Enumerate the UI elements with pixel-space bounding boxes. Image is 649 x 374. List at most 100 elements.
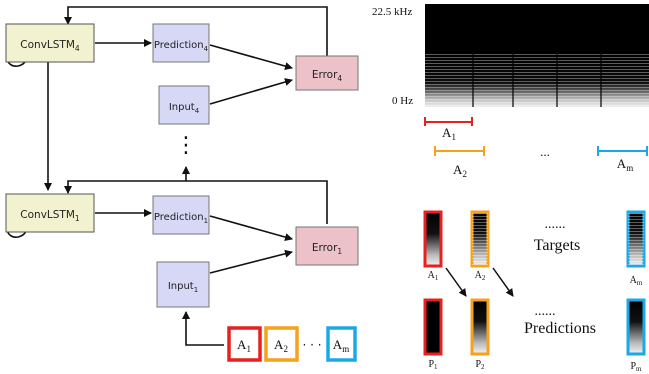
prediction4-subscript: 4	[204, 45, 209, 53]
predictions-label: Predictions	[524, 320, 596, 337]
convlstm1-label: ConvLSTM	[20, 209, 75, 221]
convlstm4-node: ConvLSTM4	[5, 23, 95, 63]
spectrogram-image	[425, 4, 649, 107]
input1-node: Input1	[156, 261, 210, 308]
window-am-bracket	[597, 146, 648, 156]
svg-text:Input1: Input1	[168, 281, 198, 294]
sequence-ellipsis: · · ·	[302, 338, 321, 352]
input1-label: Input	[168, 281, 194, 292]
prediction-p2: P2	[470, 298, 490, 371]
freq-max-label: 22.5 kHz	[372, 6, 412, 18]
feedback-error4-to-convlstm4	[64, 6, 328, 56]
window-a1-label: A	[442, 125, 452, 140]
svg-text:Am: Am	[630, 275, 643, 287]
target-am-label: A	[630, 275, 638, 286]
sequence-a2-subscript: 2	[283, 344, 288, 354]
sequence-a2-label: A	[274, 337, 284, 352]
svg-text:Error1: Error1	[312, 242, 343, 256]
svg-text:P1: P1	[428, 359, 438, 371]
svg-text:Error4: Error4	[312, 69, 343, 83]
target-a2-label: A	[475, 270, 483, 281]
window-am: Am	[597, 146, 648, 173]
input4-subscript: 4	[195, 107, 200, 115]
targets-predictions-panel: A1 A2 Am ...... Targets P1 P2 Pm ...... …	[423, 210, 646, 373]
sequence-box-am	[326, 326, 357, 362]
arrow-a2-to-next	[492, 267, 514, 297]
window-ellipsis: ...	[540, 144, 550, 159]
prediction1-label: Prediction	[154, 212, 204, 223]
window-a2-label: A	[453, 162, 463, 177]
prediction-p1-label: P	[428, 359, 434, 370]
window-am-label: A	[617, 156, 627, 171]
svg-text:Am: Am	[617, 156, 633, 173]
target-am-subscript: m	[637, 279, 643, 287]
input-sequence: A1 A2 · · · Am	[227, 326, 357, 362]
sequence-a1-label: A	[237, 337, 247, 352]
error1-subscript: 1	[337, 247, 342, 256]
svg-text:A2: A2	[274, 337, 288, 354]
error4-subscript: 4	[337, 74, 342, 83]
prediction1-subscript: 1	[204, 217, 208, 225]
sequence-am-subscript: m	[342, 344, 349, 354]
svg-text:P2: P2	[475, 359, 485, 371]
prediction-p2-label: P	[475, 359, 481, 370]
window-a2-bracket	[434, 146, 485, 156]
convlstm1-subscript: 1	[75, 214, 80, 223]
sequence-a1-subscript: 1	[246, 344, 251, 354]
arrow-a1-to-p2	[445, 267, 467, 297]
input4-node: Input4	[158, 85, 210, 125]
prediction1-node: Prediction1	[152, 195, 210, 235]
targets-label: Targets	[534, 237, 581, 254]
spectrogram-panel: 22.5 kHz 0 Hz A1 A2 ... Am	[372, 4, 649, 179]
svg-text:A1: A1	[442, 125, 456, 142]
error4-node: Error4	[295, 55, 359, 91]
error4-label: Error	[312, 69, 338, 81]
freq-min-label: 0 Hz	[392, 95, 413, 107]
window-a2-subscript: 2	[462, 169, 467, 179]
svg-text:Am: Am	[333, 337, 349, 354]
prediction-p1: P1	[423, 298, 443, 371]
prediction-pm-label: P	[630, 361, 636, 372]
target-a2: A2	[470, 210, 490, 282]
prediction-pm: Pm	[626, 298, 646, 373]
convlstm4-subscript: 4	[75, 44, 80, 53]
error1-node: Error1	[295, 226, 359, 266]
window-a2: A2	[434, 146, 485, 179]
window-am-subscript: m	[626, 163, 633, 173]
input1-subscript: 1	[194, 286, 198, 294]
prediction-pm-subscript: m	[636, 365, 642, 373]
vertical-ellipsis: ⋮	[175, 133, 197, 158]
convlstm4-label: ConvLSTM	[20, 39, 75, 51]
target-a2-subscript: 2	[482, 274, 486, 282]
network-architecture: ⋮ ConvLSTM4 Prediction4 Input4 Error4 Co…	[5, 6, 359, 362]
arrow-prediction4-to-error4	[209, 44, 293, 70]
window-a1: A1	[424, 117, 473, 142]
feedback-error1-to-convlstm1	[64, 180, 328, 224]
svg-text:Prediction1: Prediction1	[154, 212, 208, 225]
svg-text:A1: A1	[237, 337, 251, 354]
svg-text:Pm: Pm	[630, 361, 642, 373]
window-a1-subscript: 1	[451, 132, 456, 142]
arrow-input4-to-error4	[209, 78, 293, 105]
svg-text:A2: A2	[475, 270, 486, 282]
svg-text:A1: A1	[428, 270, 439, 282]
prediction4-node: Prediction4	[152, 23, 210, 63]
targets-dots: ......	[545, 217, 566, 232]
target-a1-subscript: 1	[435, 274, 439, 282]
svg-text:Input4: Input4	[169, 102, 200, 115]
convlstm1-node: ConvLSTM1	[5, 193, 95, 233]
sequence-box-a1	[227, 326, 262, 362]
sequence-box-a2	[264, 326, 299, 362]
svg-text:ConvLSTM1: ConvLSTM1	[20, 209, 80, 223]
svg-text:Prediction4: Prediction4	[154, 40, 209, 53]
arrow-input1-to-error1	[209, 249, 293, 274]
prediction-p2-subscript: 2	[481, 363, 485, 371]
error1-label: Error	[312, 242, 338, 254]
arrow-sequence-to-input1	[182, 311, 224, 346]
arrow-prediction1-to-error1	[209, 215, 293, 241]
svg-text:A2: A2	[453, 162, 467, 179]
input4-label: Input	[169, 102, 195, 113]
sequence-am-label: A	[333, 337, 343, 352]
prediction4-label: Prediction	[154, 40, 204, 51]
